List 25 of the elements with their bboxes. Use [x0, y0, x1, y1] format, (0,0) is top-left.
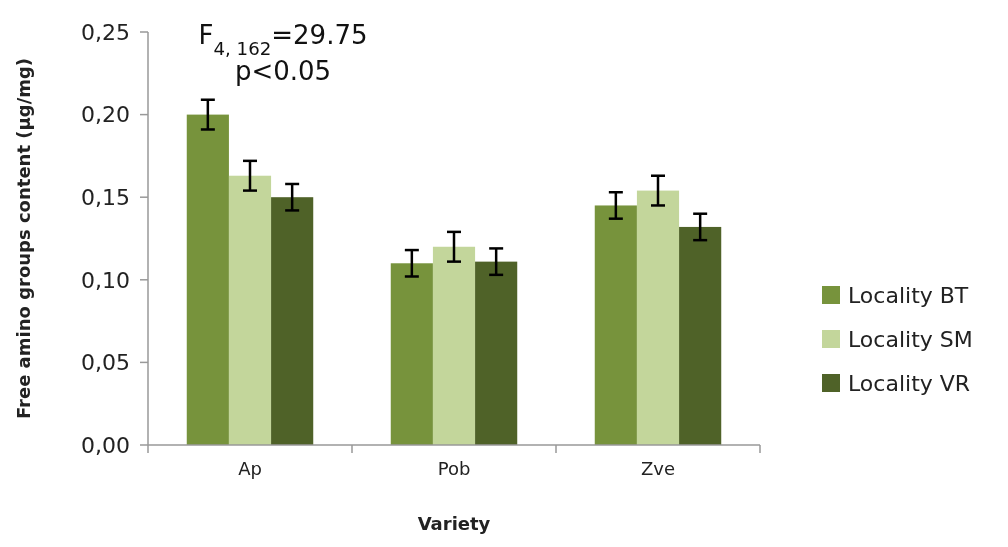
legend-label: Locality SM — [848, 326, 973, 352]
y-tick-label: 0,10 — [81, 267, 130, 293]
annotation: p<0.05 — [234, 56, 332, 86]
x-tick-label: Ap — [238, 458, 262, 479]
legend-label: Locality VR — [848, 370, 971, 396]
y-tick-label: 0,15 — [81, 184, 130, 210]
x-tick-label: Pob — [437, 458, 471, 479]
bar — [271, 197, 314, 445]
bar — [228, 175, 272, 445]
bar — [475, 261, 518, 445]
x-tick-label: Zve — [640, 458, 676, 479]
bar — [390, 263, 433, 445]
annotation: F$_{4, 162}$=29.75 — [198, 20, 368, 59]
y-tick-label: 0,20 — [81, 102, 130, 128]
y-tick-label: 0,00 — [81, 432, 130, 458]
x-axis-title: Variety — [417, 513, 491, 534]
bar — [636, 190, 680, 445]
bar — [679, 226, 722, 445]
legend-label: Locality BT — [848, 282, 969, 308]
y-axis-title: Free amino groups content (µg/mg) — [13, 57, 34, 420]
bar — [594, 205, 637, 445]
bar — [186, 114, 229, 445]
bar — [432, 246, 476, 445]
y-tick-label: 0,05 — [81, 350, 130, 376]
y-tick-label: 0,25 — [81, 19, 130, 45]
